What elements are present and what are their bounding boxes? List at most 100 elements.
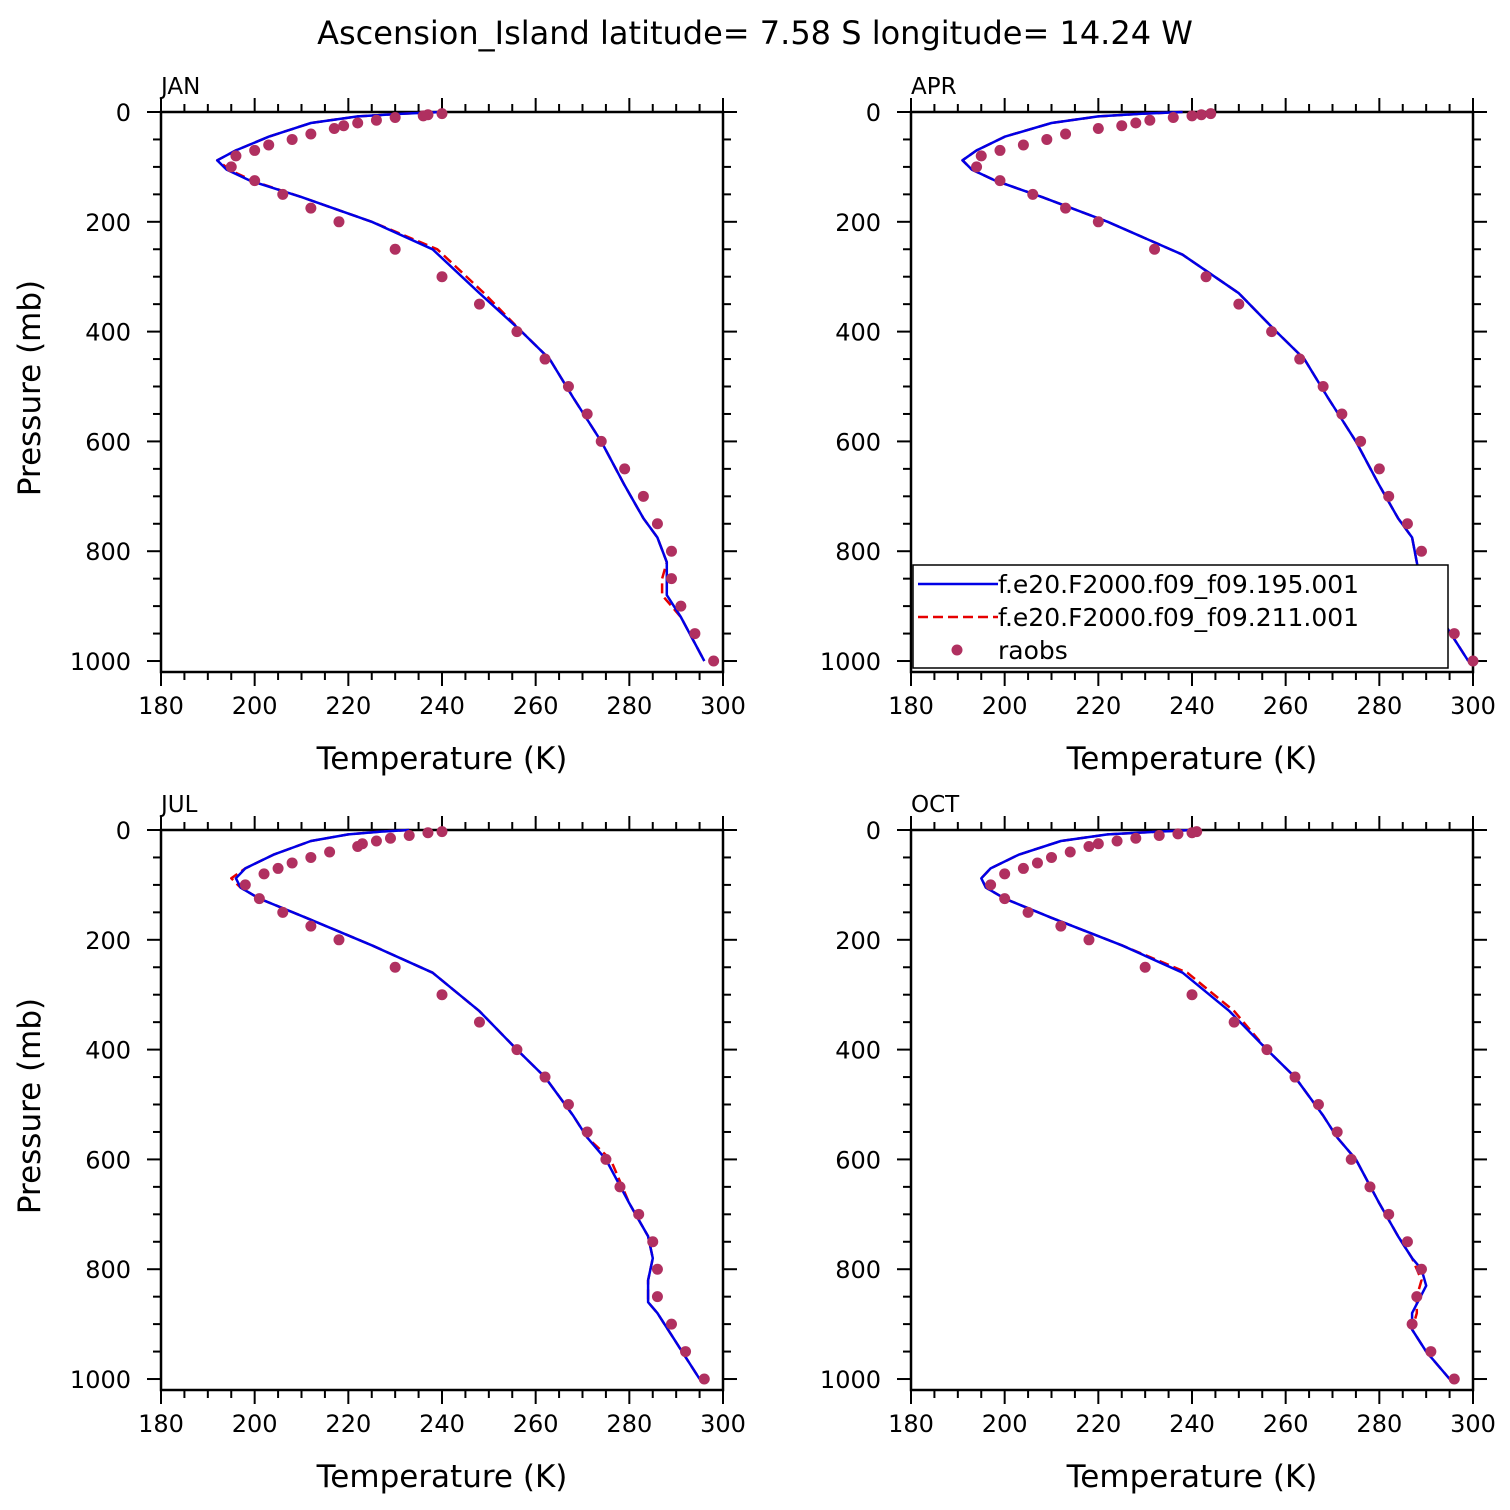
series-raobs <box>985 826 1460 1385</box>
x-tick-label: 280 <box>1356 692 1402 720</box>
raobs-point <box>1060 128 1072 140</box>
series-raobs <box>239 826 710 1385</box>
y-tick-label: 0 <box>866 99 881 127</box>
legend-label: f.e20.F2000.f09_f09.195.001 <box>998 570 1359 599</box>
raobs-point <box>338 120 350 132</box>
raobs-point <box>1092 216 1104 228</box>
raobs-point <box>305 202 317 214</box>
raobs-point <box>1017 139 1029 151</box>
raobs-point <box>994 175 1006 187</box>
x-tick-label: 200 <box>982 1410 1028 1438</box>
raobs-point <box>230 150 242 162</box>
x-tick-label: 280 <box>1356 1410 1402 1438</box>
raobs-point <box>1060 202 1072 214</box>
raobs-point <box>1406 1318 1418 1330</box>
y-tick-label: 800 <box>835 538 881 566</box>
y-tick-label: 0 <box>866 817 881 845</box>
raobs-point <box>708 655 720 667</box>
series-line-model_211 <box>980 828 1451 1380</box>
x-tick-label: 240 <box>1169 1410 1215 1438</box>
y-tick-label: 600 <box>835 428 881 456</box>
raobs-point <box>665 573 677 585</box>
raobs-point <box>1149 243 1161 255</box>
raobs-point <box>511 326 523 338</box>
raobs-point <box>1046 851 1057 863</box>
panel-label: APR <box>911 74 957 100</box>
x-tick-label: 260 <box>513 692 559 720</box>
raobs-point <box>975 150 987 162</box>
y-tick-label: 800 <box>85 1256 131 1284</box>
raobs-point <box>665 545 677 557</box>
raobs-point <box>600 1153 612 1165</box>
raobs-point <box>1355 435 1367 447</box>
figure-title: Ascension_Island latitude= 7.58 S longit… <box>317 14 1193 52</box>
raobs-point <box>1083 840 1095 852</box>
raobs-point <box>1092 838 1104 850</box>
raobs-point <box>333 216 345 228</box>
legend-entry: f.e20.F2000.f09_f09.195.001 <box>918 570 1359 599</box>
raobs-point <box>1130 832 1142 844</box>
series-line-model_195 <box>215 110 706 662</box>
series-line-model_211 <box>230 828 701 1380</box>
raobs-point <box>436 826 448 838</box>
raobs-point <box>665 1318 677 1330</box>
raobs-point <box>1027 188 1039 200</box>
y-tick-label: 800 <box>85 538 131 566</box>
y-tick-label: 1000 <box>70 1366 131 1394</box>
x-axis-title: Temperature (K) <box>316 741 568 777</box>
raobs-point <box>1415 545 1427 557</box>
raobs-point <box>1448 628 1460 640</box>
raobs-point <box>417 110 429 122</box>
raobs-point <box>1228 1016 1240 1028</box>
y-tick-label: 0 <box>116 817 131 845</box>
x-tick-label: 240 <box>1169 692 1215 720</box>
raobs-point <box>333 934 345 946</box>
raobs-point <box>422 827 434 839</box>
raobs-point <box>249 144 261 156</box>
raobs-point <box>651 1263 663 1275</box>
raobs-point <box>1331 1126 1343 1138</box>
raobs-point <box>1205 108 1217 120</box>
raobs-point <box>389 243 401 255</box>
x-tick-label: 200 <box>232 1410 278 1438</box>
y-tick-label: 400 <box>85 1037 131 1065</box>
raobs-point <box>698 1373 710 1385</box>
raobs-point <box>614 1181 626 1193</box>
raobs-point <box>1186 110 1198 122</box>
panel-apr: 180 200 220 240 260 280 300 0 200 400 600 800 1000 AP… <box>820 74 1496 777</box>
raobs-point <box>1373 463 1385 475</box>
panel-jan: 180 200 220 240 260 280 300 0 200 400 600 800 1000 JA… <box>12 74 746 777</box>
raobs-point <box>1261 1044 1273 1056</box>
raobs-point <box>263 139 275 151</box>
raobs-point <box>1233 298 1245 310</box>
raobs-point <box>324 846 336 858</box>
raobs-point <box>539 353 551 365</box>
raobs-point <box>1017 862 1029 874</box>
raobs-point <box>370 835 382 847</box>
raobs-point <box>1172 828 1184 840</box>
raobs-point <box>562 1099 574 1111</box>
raobs-point <box>1041 133 1053 145</box>
raobs-point <box>286 133 298 145</box>
raobs-point <box>403 829 415 841</box>
raobs-point <box>473 1016 485 1028</box>
x-tick-label: 260 <box>1263 692 1309 720</box>
raobs-point <box>1383 490 1395 502</box>
raobs-point <box>473 298 485 310</box>
raobs-point <box>1312 1099 1324 1111</box>
x-tick-label: 280 <box>606 1410 652 1438</box>
raobs-point <box>277 906 289 918</box>
raobs-point <box>1317 381 1329 393</box>
plot-frame <box>909 828 1475 1392</box>
raobs-point <box>539 1071 551 1083</box>
raobs-point <box>1144 114 1156 126</box>
y-tick-label: 800 <box>835 1256 881 1284</box>
raobs-point <box>1083 934 1095 946</box>
raobs-point <box>647 1236 659 1248</box>
raobs-point <box>689 628 701 640</box>
raobs-point <box>253 893 265 905</box>
panel-label: JAN <box>159 74 200 100</box>
y-tick-label: 600 <box>835 1146 881 1174</box>
raobs-point <box>1064 846 1076 858</box>
raobs-point <box>436 989 448 1001</box>
